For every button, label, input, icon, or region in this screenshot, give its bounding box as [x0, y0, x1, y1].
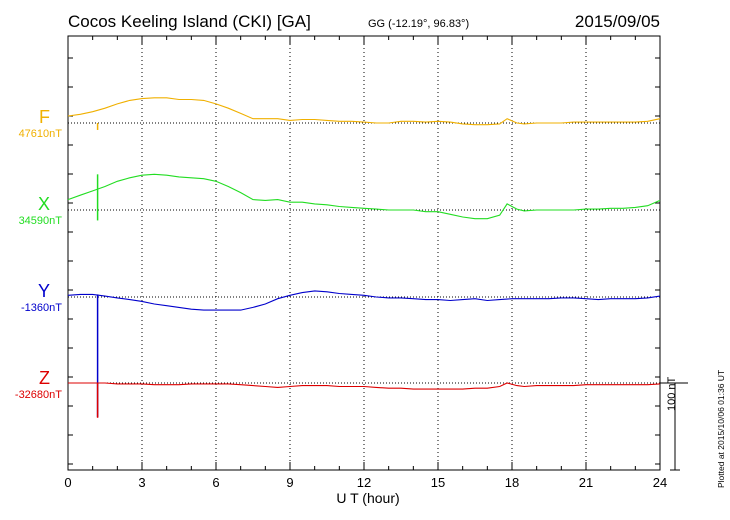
traces — [67, 97, 661, 418]
channel-label-z: Z -32680nT — [0, 368, 62, 401]
x-tick-label-3: 3 — [138, 475, 145, 490]
x-axis-label: U T (hour) — [336, 490, 400, 506]
channel-baseline-x: 34590nT — [18, 215, 62, 227]
trace-z — [68, 382, 661, 390]
chart-date: 2015/09/05 — [574, 12, 660, 31]
channel-label-x: X 34590nT — [0, 194, 62, 227]
x-tick-label-6: 6 — [212, 475, 219, 490]
station-coordinates: GG (-12.19°, 96.83°) — [368, 18, 470, 30]
x-axis: 0 3 6 9 12 15 18 21 24 — [64, 36, 667, 490]
channel-name-y: Y — [37, 281, 50, 301]
trace-f — [67, 97, 661, 126]
x-tick-label-21: 21 — [579, 475, 593, 490]
channel-name-f: F — [39, 107, 50, 127]
x-tick-label-18: 18 — [505, 475, 519, 490]
channel-baseline-y: -1360nT — [21, 302, 62, 314]
scale-bar-label: 100 nT — [666, 376, 678, 411]
channel-label-y: Y -1360nT — [0, 281, 62, 314]
channel-label-f: F 47610nT — [0, 107, 62, 140]
x-tick-label-12: 12 — [357, 475, 371, 490]
trace-x — [67, 173, 661, 220]
channel-baseline-z: -32680nT — [14, 389, 62, 401]
x-tick-label-0: 0 — [64, 475, 71, 490]
x-tick-label-9: 9 — [286, 475, 293, 490]
grid-lines — [141, 36, 587, 470]
scale-bar — [660, 382, 688, 471]
x-tick-label-24: 24 — [653, 475, 667, 490]
plotted-timestamp: Plotted at 2015/10/06 01:36 UT — [716, 369, 726, 488]
channel-baseline-f: 47610nT — [18, 128, 62, 140]
channel-name-x: X — [37, 194, 50, 214]
trace-y — [67, 290, 661, 311]
channel-name-z: Z — [39, 368, 50, 388]
x-tick-label-15: 15 — [431, 475, 445, 490]
chart-title: Cocos Keeling Island (CKI) [GA] — [68, 12, 311, 31]
